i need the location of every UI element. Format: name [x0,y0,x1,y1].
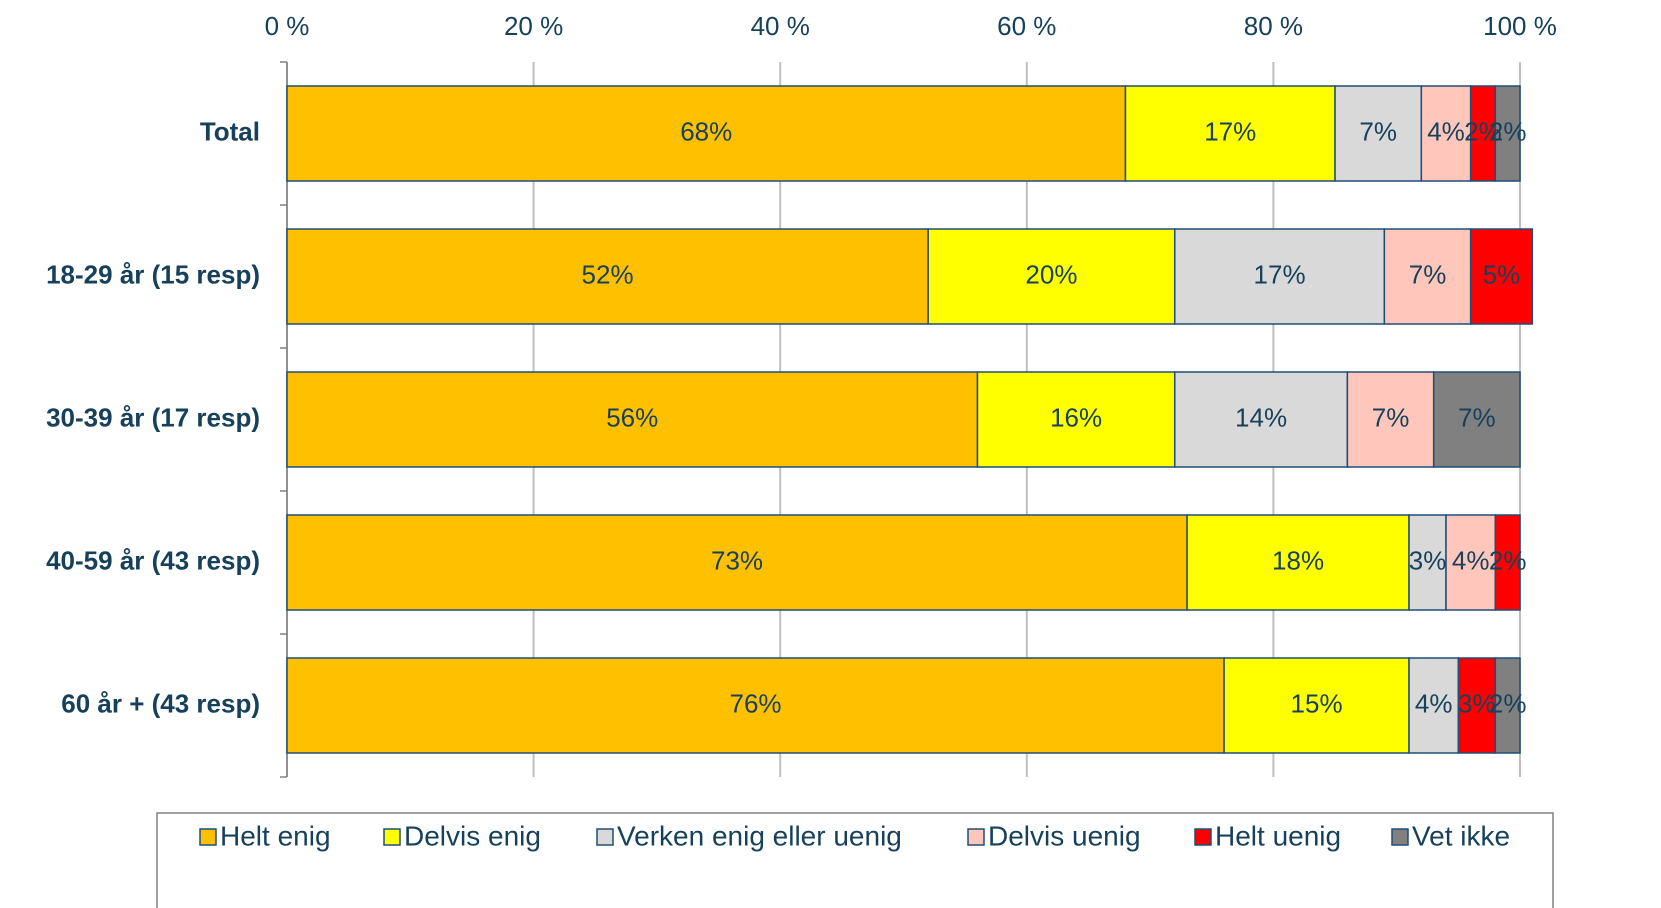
data-label: 17% [1204,116,1256,146]
bar-segment [1494,657,1521,754]
legend-box [156,812,1554,908]
legend-swatch [199,828,217,846]
data-label: 7% [1359,116,1397,146]
data-label: 16% [1050,402,1102,432]
data-label: 3% [1458,688,1496,718]
bar-segment [1334,85,1423,182]
bar-segment [1174,371,1349,468]
legend-label: Delvis enig [404,820,541,851]
data-label: 2% [1464,116,1502,146]
bar-segment [1186,514,1410,611]
x-tick-label: 100 % [1483,11,1557,41]
bar-segment [286,514,1188,611]
legend-swatch [1391,828,1409,846]
data-label: 52% [582,259,634,289]
bar-segment [286,371,979,468]
data-label: 4% [1415,688,1453,718]
data-label: 73% [711,545,763,575]
bar-segment [1174,228,1386,325]
bar-segment [1494,514,1521,611]
legend-swatch [383,828,401,846]
data-label: 14% [1235,402,1287,432]
y-tick-label: 18-29 år (15 resp) [46,259,260,289]
data-label: 4% [1452,545,1490,575]
data-label: 56% [606,402,658,432]
y-tick-label: Total [200,116,260,146]
bar-segment [1445,514,1497,611]
data-label: 2% [1489,688,1527,718]
data-label: 2% [1489,545,1527,575]
data-label: 7% [1372,402,1410,432]
bar-segment [1432,371,1521,468]
bar-segment [1420,85,1472,182]
legend-label: Vet ikke [1412,820,1510,851]
x-tick-label: 0 % [265,11,310,41]
legend-label: Helt uenig [1215,820,1341,851]
bar-segment [1346,371,1435,468]
bar-segment [1469,228,1534,325]
legend-swatch [1194,828,1212,846]
x-tick-label: 20 % [504,11,563,41]
y-tick-label: 30-39 år (17 resp) [46,402,260,432]
y-tick-label: 40-59 år (43 resp) [46,545,260,575]
bar-segment [286,657,1225,754]
data-label: 15% [1291,688,1343,718]
bar-segment [927,228,1176,325]
legend-label: Helt enig [220,820,331,851]
bar-segment [1408,514,1447,611]
data-label: 2% [1489,116,1527,146]
data-label: 76% [730,688,782,718]
data-label: 3% [1409,545,1447,575]
data-label: 7% [1458,402,1496,432]
data-label: 18% [1272,545,1324,575]
bar-segment [1124,85,1336,182]
bar-segment [286,85,1127,182]
data-label: 20% [1025,259,1077,289]
data-label: 4% [1427,116,1465,146]
x-tick-label: 80 % [1244,11,1303,41]
data-label: 68% [680,116,732,146]
legend-label: Delvis uenig [988,820,1141,851]
data-label: 7% [1409,259,1447,289]
legend-swatch [596,828,614,846]
bar-segment [1469,85,1497,182]
bar-segment [1223,657,1410,754]
legend-label: Verken enig eller uenig [617,820,902,851]
data-label: 5% [1483,259,1521,289]
data-label: 17% [1254,259,1306,289]
bar-segment [286,228,929,325]
x-tick-label: 60 % [997,11,1056,41]
x-tick-label: 40 % [751,11,810,41]
y-tick-label: 60 år + (43 resp) [61,688,260,718]
bar-segment [1494,85,1521,182]
bar-segment [976,371,1176,468]
legend-swatch [967,828,985,846]
bar-segment [1383,228,1472,325]
